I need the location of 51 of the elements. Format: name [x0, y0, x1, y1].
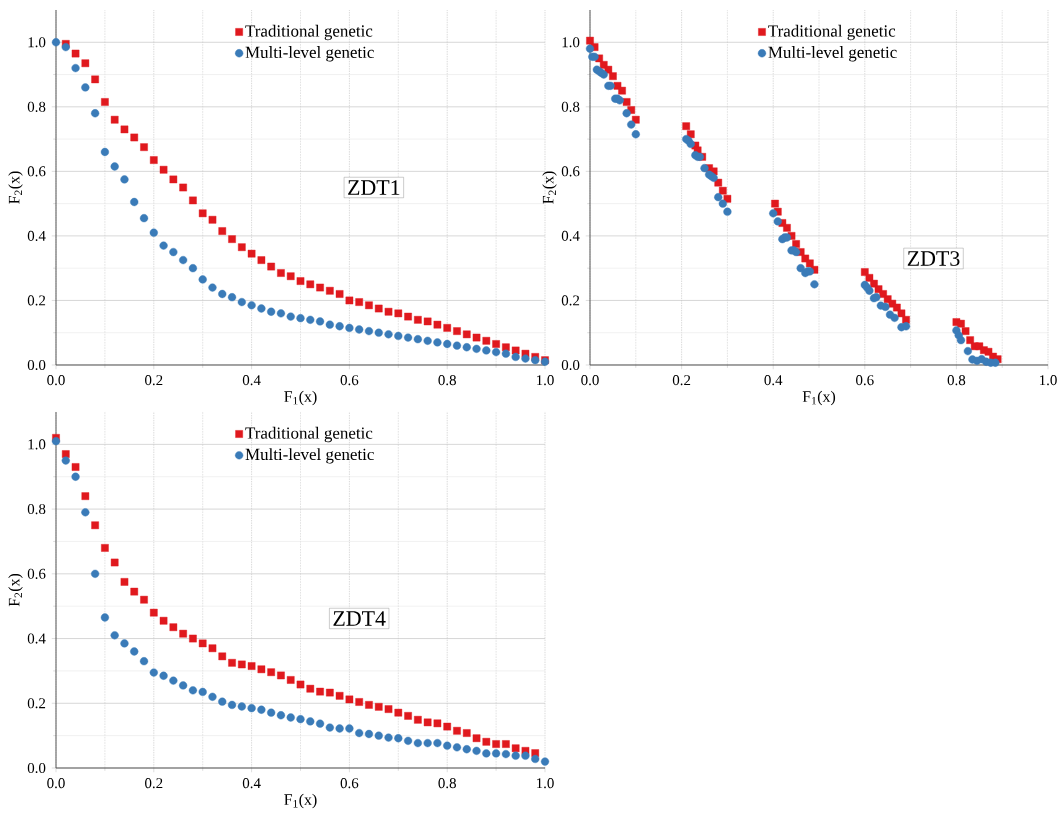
legend-label: Traditional genetic: [768, 24, 896, 41]
y-tick-label: 0.2: [561, 295, 580, 306]
y-axis-title: F$_{2}$(x): [542, 171, 557, 204]
legend-label: Traditional genetic: [245, 24, 373, 41]
x-tick-label: 0.4: [764, 375, 783, 386]
y-tick-label: 0.0: [27, 359, 46, 371]
x-tick-label: 0.6: [340, 778, 359, 789]
y-tick-label: 0.2: [27, 698, 46, 709]
x-axis-title: F$_{1}$(x): [284, 793, 317, 809]
y-tick-label: 0.2: [27, 295, 46, 306]
y-tick-label: 0.4: [27, 230, 46, 241]
y-tick-label: 0.0: [561, 359, 580, 371]
annotation: ZDT3: [907, 251, 960, 266]
legend-label: Multi-level genetic: [768, 46, 897, 62]
x-tick-label: 0.8: [947, 375, 966, 386]
x-tick-label: 0.2: [145, 375, 163, 386]
legend-label: Traditional genetic: [245, 426, 373, 443]
x-tick-label: 0.8: [438, 778, 456, 789]
y-tick-label: 0.0: [27, 762, 46, 774]
x-tick-label: 0.0: [581, 375, 599, 386]
x-tick-label: 0.6: [856, 375, 874, 386]
x-tick-label: 0.8: [438, 375, 456, 386]
x-tick-label: 1.0: [536, 778, 554, 789]
x-axis-title: F$_{1}$(x): [284, 390, 317, 406]
y-tick-label: 1.0: [28, 439, 46, 450]
y-tick-label: 0.8: [27, 101, 46, 112]
y-tick-label: 0.6: [561, 166, 580, 177]
y-tick-label: 0.6: [27, 568, 46, 579]
annotation: ZDT4: [333, 611, 386, 626]
y-tick-label: 0.4: [27, 633, 46, 644]
y-tick-label: 0.8: [27, 504, 46, 515]
y-tick-label: 1.0: [28, 37, 46, 48]
y-tick-label: 0.8: [561, 101, 580, 112]
x-axis-title: F$_{1}$(x): [802, 390, 836, 406]
x-tick-label: 0.4: [242, 778, 261, 789]
x-tick-label: 0.0: [47, 778, 65, 789]
y-axis-title: F$_{2}$(x): [8, 573, 23, 607]
x-tick-label: 0.2: [145, 778, 163, 789]
annotation: ZDT1: [348, 180, 400, 195]
legend-label: Multi-level genetic: [245, 448, 374, 464]
x-tick-label: 0.4: [242, 375, 261, 386]
x-tick-label: 0.6: [340, 375, 359, 386]
y-tick-label: 0.6: [27, 166, 46, 177]
x-tick-label: 1.0: [536, 375, 554, 386]
y-axis-title: F$_{2}$(x): [8, 171, 23, 204]
y-tick-label: 0.4: [561, 230, 580, 241]
x-tick-label: 0.0: [47, 375, 65, 386]
x-tick-label: 0.2: [672, 375, 691, 386]
y-tick-label: 1.0: [562, 37, 580, 48]
x-tick-label: 1.0: [1039, 375, 1057, 386]
legend-label: Multi-level genetic: [245, 46, 374, 62]
